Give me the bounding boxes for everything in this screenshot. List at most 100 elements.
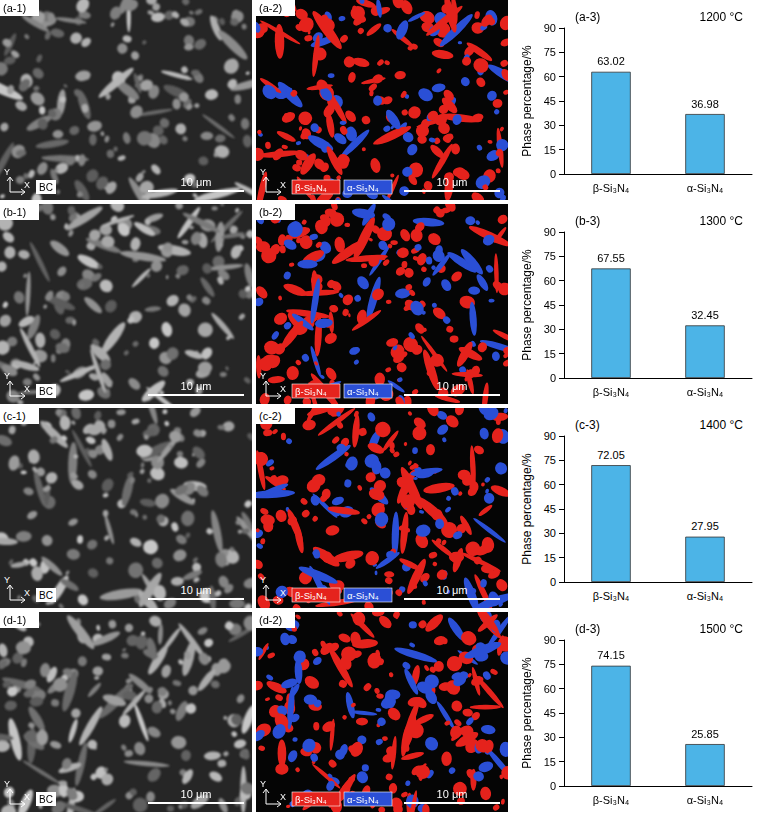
svg-text:α-Si₃N₄: α-Si₃N₄: [347, 590, 379, 601]
svg-text:1400 °C: 1400 °C: [700, 418, 744, 432]
svg-text:30: 30: [544, 731, 556, 743]
svg-text:74.15: 74.15: [597, 649, 625, 661]
svg-text:32.45: 32.45: [691, 309, 719, 321]
svg-text:X: X: [280, 180, 286, 190]
svg-text:(b-1): (b-1): [3, 206, 26, 218]
svg-text:(c-1): (c-1): [3, 410, 26, 422]
svg-text:Y: Y: [4, 779, 10, 789]
svg-text:α-Si₃N₄: α-Si₃N₄: [687, 590, 724, 602]
svg-text:15: 15: [544, 756, 556, 768]
svg-text:60: 60: [544, 275, 556, 287]
svg-text:60: 60: [544, 683, 556, 695]
svg-text:(a-3): (a-3): [575, 10, 600, 24]
svg-text:10 μm: 10 μm: [437, 380, 468, 392]
svg-text:90: 90: [544, 634, 556, 646]
svg-text:α-Si₃N₄: α-Si₃N₄: [687, 386, 724, 398]
svg-text:67.55: 67.55: [597, 252, 625, 264]
svg-text:α-Si₃N₄: α-Si₃N₄: [347, 386, 379, 397]
svg-text:0: 0: [550, 576, 556, 588]
svg-text:60: 60: [544, 71, 556, 83]
svg-text:α-Si₃N₄: α-Si₃N₄: [347, 794, 379, 805]
svg-text:60: 60: [544, 479, 556, 491]
svg-text:BC: BC: [39, 590, 53, 601]
svg-text:45: 45: [544, 503, 556, 515]
svg-text:β-Si₃N₄: β-Si₃N₄: [593, 590, 630, 602]
svg-text:α-Si₃N₄: α-Si₃N₄: [687, 794, 724, 806]
svg-text:45: 45: [544, 707, 556, 719]
svg-text:X: X: [24, 588, 30, 598]
svg-text:β-Si₃N₄: β-Si₃N₄: [593, 386, 630, 398]
svg-text:90: 90: [544, 22, 556, 34]
svg-text:(a-2): (a-2): [259, 2, 282, 14]
svg-text:30: 30: [544, 527, 556, 539]
svg-text:(d-1): (d-1): [3, 614, 26, 626]
svg-text:X: X: [280, 384, 286, 394]
svg-text:β-Si₃N₄: β-Si₃N₄: [593, 794, 630, 806]
svg-text:Phase percentage/%: Phase percentage/%: [520, 45, 534, 157]
svg-text:Y: Y: [260, 575, 266, 585]
svg-text:β-Si₃N₄: β-Si₃N₄: [295, 386, 327, 397]
svg-text:30: 30: [544, 323, 556, 335]
svg-text:1500 °C: 1500 °C: [700, 622, 744, 636]
svg-text:10 μm: 10 μm: [437, 584, 468, 596]
svg-text:(d-2): (d-2): [259, 614, 282, 626]
svg-text:63.02: 63.02: [597, 55, 625, 67]
svg-text:X: X: [24, 180, 30, 190]
svg-text:α-Si₃N₄: α-Si₃N₄: [687, 182, 724, 194]
svg-text:(c-2): (c-2): [259, 410, 282, 422]
svg-text:0: 0: [550, 372, 556, 384]
svg-text:β-Si₃N₄: β-Si₃N₄: [295, 794, 327, 805]
svg-text:0: 0: [550, 168, 556, 180]
svg-text:10 μm: 10 μm: [437, 176, 468, 188]
svg-text:Y: Y: [4, 167, 10, 177]
svg-text:75: 75: [544, 454, 556, 466]
svg-text:Y: Y: [4, 371, 10, 381]
svg-text:10 μm: 10 μm: [181, 788, 212, 800]
svg-text:10 μm: 10 μm: [437, 788, 468, 800]
svg-text:β-Si₃N₄: β-Si₃N₄: [295, 182, 327, 193]
svg-text:90: 90: [544, 430, 556, 442]
svg-text:15: 15: [544, 348, 556, 360]
svg-text:BC: BC: [39, 794, 53, 805]
svg-text:(b-2): (b-2): [259, 206, 282, 218]
svg-text:(a-1): (a-1): [3, 2, 26, 14]
svg-text:10 μm: 10 μm: [181, 380, 212, 392]
svg-text:45: 45: [544, 299, 556, 311]
svg-text:90: 90: [544, 226, 556, 238]
svg-text:Y: Y: [260, 167, 266, 177]
svg-text:β-Si₃N₄: β-Si₃N₄: [295, 590, 327, 601]
svg-text:(c-3): (c-3): [575, 418, 600, 432]
svg-text:45: 45: [544, 95, 556, 107]
svg-text:Phase percentage/%: Phase percentage/%: [520, 453, 534, 565]
svg-text:75: 75: [544, 658, 556, 670]
svg-text:β-Si₃N₄: β-Si₃N₄: [593, 182, 630, 194]
svg-text:75: 75: [544, 250, 556, 262]
svg-text:Y: Y: [260, 371, 266, 381]
svg-text:X: X: [280, 588, 286, 598]
svg-text:1200 °C: 1200 °C: [700, 10, 744, 24]
svg-text:10 μm: 10 μm: [181, 176, 212, 188]
svg-text:30: 30: [544, 119, 556, 131]
svg-text:72.05: 72.05: [597, 449, 625, 461]
svg-text:X: X: [280, 792, 286, 802]
svg-text:0: 0: [550, 780, 556, 792]
svg-text:X: X: [24, 792, 30, 802]
svg-text:15: 15: [544, 144, 556, 156]
svg-text:75: 75: [544, 46, 556, 58]
svg-text:BC: BC: [39, 182, 53, 193]
svg-text:10 μm: 10 μm: [181, 584, 212, 596]
svg-text:27.95: 27.95: [691, 520, 719, 532]
svg-text:1300 °C: 1300 °C: [700, 214, 744, 228]
svg-text:BC: BC: [39, 386, 53, 397]
svg-text:Phase percentage/%: Phase percentage/%: [520, 249, 534, 361]
svg-text:25.85: 25.85: [691, 728, 719, 740]
svg-text:(b-3): (b-3): [575, 214, 600, 228]
svg-text:Y: Y: [4, 575, 10, 585]
svg-text:15: 15: [544, 552, 556, 564]
svg-text:(d-3): (d-3): [575, 622, 600, 636]
svg-text:Phase percentage/%: Phase percentage/%: [520, 657, 534, 769]
svg-text:X: X: [24, 384, 30, 394]
svg-text:Y: Y: [260, 779, 266, 789]
svg-text:α-Si₃N₄: α-Si₃N₄: [347, 182, 379, 193]
svg-text:36.98: 36.98: [691, 98, 719, 110]
